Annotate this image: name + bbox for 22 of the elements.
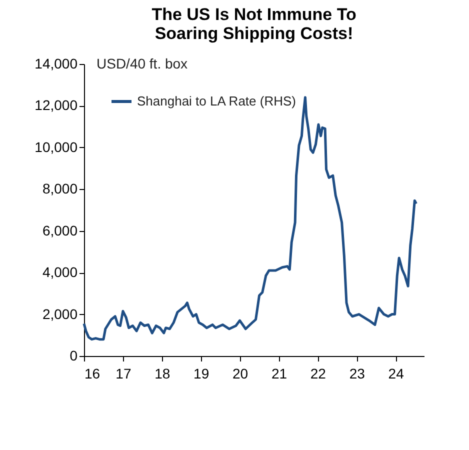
y-tick-label: 8,000: [42, 180, 78, 197]
x-tick-label: 24: [388, 366, 404, 382]
x-tick-label: 17: [116, 366, 132, 382]
y-tick-label: 4,000: [42, 264, 78, 280]
y-tick-label: 2,000: [42, 306, 78, 322]
y-tick-label: 0: [70, 348, 78, 364]
y-tick-label: 12,000: [34, 97, 78, 114]
x-tick-label: 23: [349, 366, 366, 382]
legend-label: Shanghai to LA Rate (RHS): [137, 94, 296, 108]
text: The US Is Not Immune To: [152, 5, 356, 24]
y-axis-title: USD/40 ft. box: [96, 56, 188, 72]
line-series: [82, 96, 418, 341]
y-tick-label: 6,000: [42, 222, 78, 238]
y-tick-label: 10,000: [34, 138, 78, 155]
text: Soaring Shipping Costs!: [154, 24, 354, 43]
y-tick-label: 14,000: [34, 56, 78, 72]
x-tick-label: 19: [194, 366, 210, 382]
x-tick-label: 22: [310, 366, 326, 382]
x-tick-label: 16: [84, 366, 100, 382]
x-tick-label: 20: [232, 366, 248, 382]
x-tick-label: 21: [271, 366, 288, 382]
x-tick-label: 18: [154, 366, 170, 382]
